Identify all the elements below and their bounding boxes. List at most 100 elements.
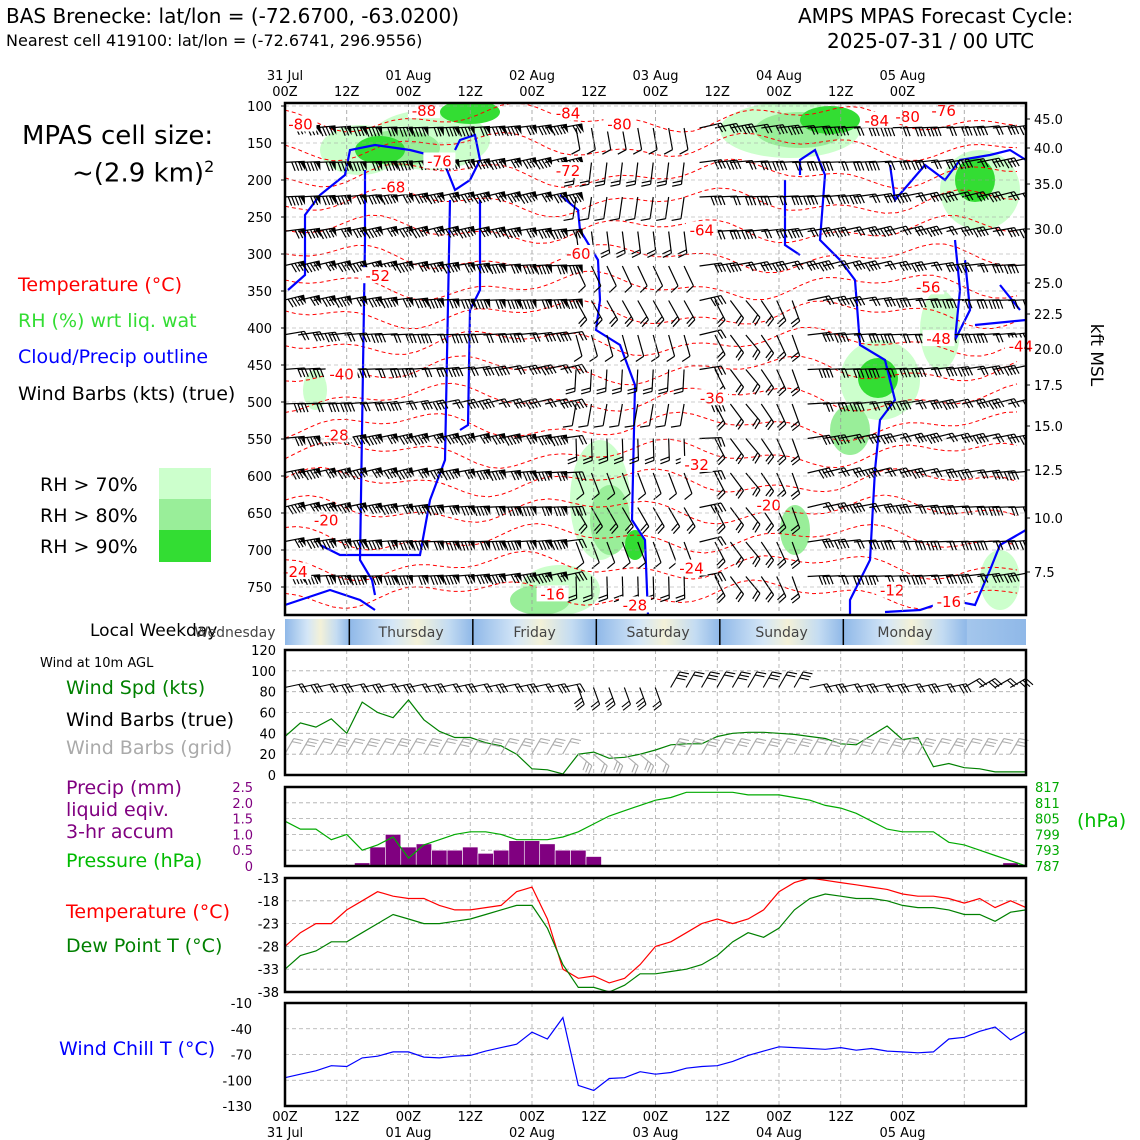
upper-air-wind-barb-feather <box>883 194 890 204</box>
upper-air-wind-barb-feather <box>979 541 985 551</box>
weekday-segment <box>472 619 597 645</box>
upper-air-wind-barb-feather <box>522 160 529 169</box>
surface-grid-wind-barb-feather <box>477 741 487 745</box>
upper-air-wind-barb-feather <box>545 264 550 275</box>
upper-air-wind-barb-feather <box>871 468 878 477</box>
upper-air-wind-barb <box>621 231 626 254</box>
upper-air-wind-barb-feather <box>528 400 535 409</box>
upper-air-wind-barb-feather <box>752 383 759 393</box>
upper-air-wind-barb-feather <box>957 470 963 480</box>
upper-air-wind-barb-feather <box>303 471 309 481</box>
upper-air-wind-barb-feather <box>752 452 759 462</box>
upper-air-wind-barb-feather <box>991 366 998 376</box>
upper-air-wind-barb-feather <box>522 299 528 310</box>
contour-label-bg <box>279 563 312 580</box>
upper-air-wind-barb-feather <box>387 435 393 445</box>
upper-air-wind-barb-feather <box>495 435 502 445</box>
upper-air-wind-barb-feather <box>883 127 889 137</box>
surface-grid-wind-barb-feather <box>754 741 765 745</box>
upper-air-wind-barb-feather <box>710 297 717 307</box>
upper-air-wind-barb-flag <box>299 196 306 206</box>
wind-chill-label: Wind Chill T (°C) <box>59 1038 216 1060</box>
upper-air-wind-barb <box>776 541 787 563</box>
temperature-isotherm <box>285 550 1018 582</box>
upper-air-wind-barb-feather <box>414 229 421 238</box>
rh-shading-area <box>590 485 630 555</box>
upper-air-wind-barb-feather <box>646 249 656 255</box>
upper-air-wind-barb-feather <box>979 192 986 201</box>
upper-air-wind-barb-feather <box>760 262 766 272</box>
upper-air-wind-barb-flag <box>531 299 537 309</box>
surface-grid-wind-barb-feather <box>665 765 670 775</box>
upper-air-wind-barb <box>961 125 984 129</box>
surface-true-wind-barb-feather <box>653 703 662 711</box>
upper-air-wind-barb-feather <box>359 161 365 171</box>
upper-air-wind-barb-flag <box>407 575 414 585</box>
upper-air-wind-barb-feather <box>452 434 459 443</box>
upper-air-wind-barb-feather <box>405 468 412 478</box>
upper-air-wind-barb <box>572 196 577 219</box>
upper-air-wind-barb-feather <box>833 333 839 343</box>
wind-tick-label: 100 <box>251 665 276 680</box>
upper-air-wind-barb <box>869 400 892 405</box>
upper-air-wind-barb-feather <box>1030 265 1034 274</box>
upper-air-wind-barb-feather <box>421 262 428 272</box>
contour-label-bg <box>423 152 456 169</box>
upper-air-wind-barb-feather <box>452 127 458 137</box>
upper-air-wind-barb-feather <box>370 333 376 344</box>
upper-air-wind-barb-feather <box>300 403 306 413</box>
surface-true-wind-barb-feather <box>348 683 354 693</box>
upper-air-wind-barb-feather <box>479 126 485 137</box>
upper-air-wind-barb <box>915 432 938 440</box>
upper-air-wind-barb-feather <box>383 505 390 515</box>
upper-air-wind-barb-feather <box>720 470 726 480</box>
upper-air-wind-barb-feather <box>593 316 601 325</box>
upper-air-wind-barb-feather <box>828 467 835 477</box>
upper-air-wind-barb-feather <box>798 195 803 205</box>
upper-air-wind-barb <box>683 127 689 150</box>
upper-air-wind-barb-feather <box>782 261 789 270</box>
surface-true-wind-barb-feather <box>754 674 765 678</box>
surface-grid-wind-barb-feather <box>521 744 532 748</box>
temperature-tick-label: -38 <box>258 986 279 1001</box>
upper-air-wind-barb <box>560 538 583 543</box>
upper-air-wind-barb-feather <box>890 260 897 270</box>
contour-label-bg <box>860 111 893 128</box>
upper-air-wind-barb <box>822 401 846 405</box>
upper-air-wind-barb <box>390 367 413 371</box>
upper-air-wind-barb-feather <box>615 249 625 255</box>
upper-air-wind-barb-feather <box>516 399 523 408</box>
upper-air-wind-barb <box>729 438 745 457</box>
upper-air-wind-barb-feather <box>735 453 742 462</box>
upper-air-wind-barb <box>776 576 787 597</box>
upper-air-wind-barb-feather <box>418 575 423 585</box>
upper-air-wind-barb <box>683 300 696 321</box>
upper-air-wind-barb-feather <box>787 126 793 136</box>
wind-panel-frame <box>283 648 1028 777</box>
bottom-time-label: 12Z <box>828 1110 854 1125</box>
upper-air-wind-barb-feather <box>983 333 988 343</box>
upper-air-wind-barb-feather <box>964 192 971 202</box>
upper-air-wind-barb-feather <box>526 471 532 481</box>
upper-air-wind-barb-feather <box>625 183 636 187</box>
height-tick-label: 25.0 <box>1034 277 1063 292</box>
upper-air-wind-barb <box>298 294 320 302</box>
upper-air-wind-barb-feather <box>639 285 648 293</box>
surface-true-wind-barb-feather <box>962 684 968 693</box>
surface-grid-wind-barb-feather <box>756 738 767 742</box>
upper-air-wind-barb-feather <box>791 458 801 466</box>
surface-true-wind-barb-feather <box>545 684 552 693</box>
upper-air-wind-barb-feather <box>735 591 742 600</box>
upper-air-wind-barb-feather <box>565 299 571 310</box>
surface-true-wind-barb-feather <box>694 671 705 675</box>
upper-air-wind-barb-feather <box>510 541 516 551</box>
upper-air-wind-barb-feather <box>720 230 726 240</box>
upper-air-wind-barb-feather <box>464 127 470 137</box>
upper-air-wind-barb-feather <box>556 436 563 446</box>
upper-air-wind-barb <box>853 296 876 302</box>
upper-air-wind-barb-feather <box>960 470 967 480</box>
upper-air-wind-barb <box>761 124 784 129</box>
upper-air-wind-barb-feather <box>455 334 460 344</box>
upper-air-wind-barb-feather <box>313 296 320 306</box>
upper-air-wind-barb-feather <box>825 502 832 512</box>
